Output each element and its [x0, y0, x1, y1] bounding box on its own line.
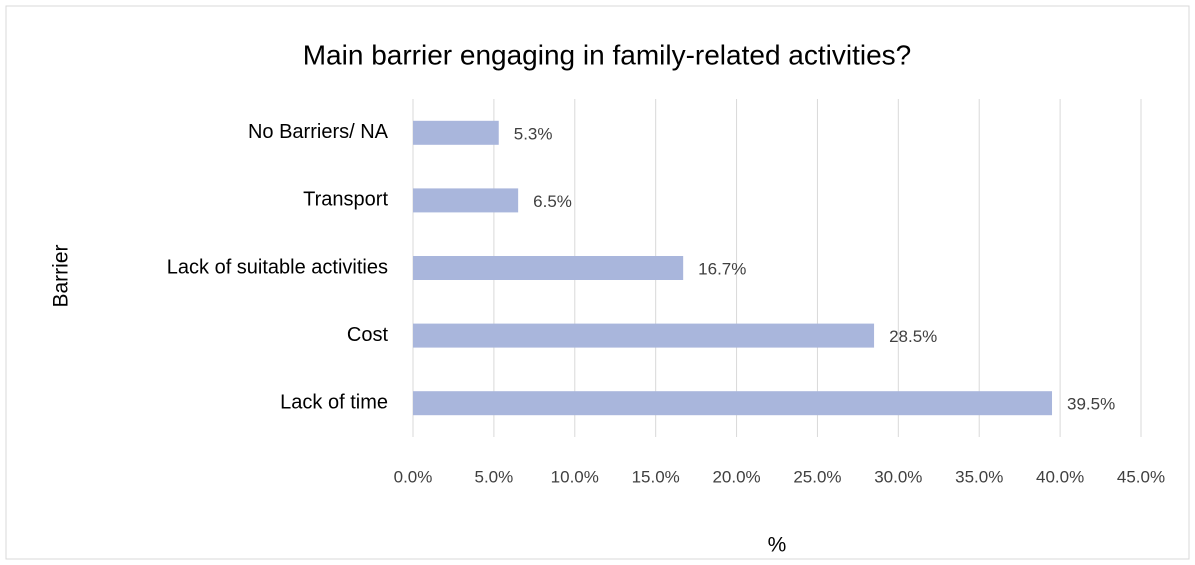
y-tick-label: Transport [303, 189, 388, 211]
y-tick-label: Lack of suitable activities [167, 256, 388, 278]
chart-title: Main barrier engaging in family-related … [303, 39, 912, 70]
x-tick-label: 20.0% [712, 467, 760, 486]
y-tick-label: Cost [347, 324, 389, 346]
x-tick-label: 15.0% [632, 467, 680, 486]
x-tick-label: 30.0% [874, 467, 922, 486]
value-label: 5.3% [514, 124, 553, 143]
x-tick-label: 40.0% [1036, 467, 1084, 486]
bar [413, 256, 684, 280]
bar [413, 120, 499, 145]
bar [413, 188, 519, 213]
y-tick-label: No Barriers/ NA [248, 121, 389, 143]
value-label: 16.7% [698, 259, 746, 278]
x-tick-label: 45.0% [1117, 467, 1165, 486]
bar [413, 391, 1053, 416]
x-tick-label: 5.0% [475, 467, 514, 486]
x-axis-title: % [768, 534, 787, 557]
x-tick-label: 0.0% [394, 467, 433, 486]
value-label: 6.5% [533, 192, 572, 211]
value-label: 28.5% [889, 327, 937, 346]
chart-border [5, 5, 1190, 560]
value-label: 39.5% [1067, 395, 1115, 414]
x-tick-label: 35.0% [955, 467, 1003, 486]
y-axis-title: Barrier [50, 244, 73, 307]
x-tick-label: 25.0% [793, 467, 841, 486]
y-tick-label: Lack of time [280, 391, 388, 413]
x-tick-label: 10.0% [551, 467, 599, 486]
bar [413, 323, 875, 348]
